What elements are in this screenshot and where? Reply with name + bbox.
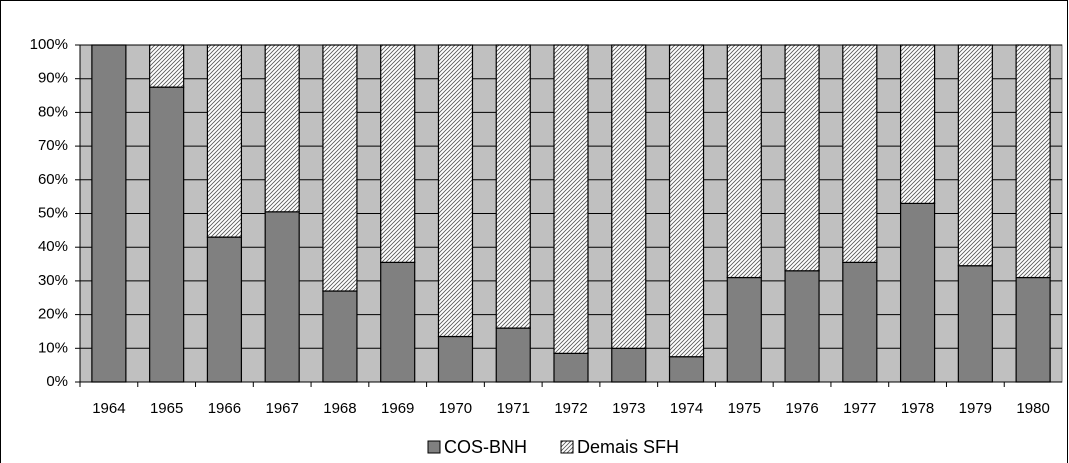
legend-label: COS-BNH bbox=[444, 437, 527, 457]
bar-segment bbox=[611, 347, 647, 383]
x-tick-label: 1969 bbox=[381, 400, 414, 417]
bar-segment bbox=[553, 352, 589, 383]
bar-segment bbox=[91, 44, 127, 383]
bar-segment bbox=[668, 44, 705, 358]
bar-segment bbox=[899, 202, 936, 383]
x-tick-label: 1965 bbox=[150, 400, 183, 417]
y-tick-label: 30% bbox=[38, 272, 68, 289]
x-tick-label: 1978 bbox=[901, 400, 934, 417]
x-tick-label: 1971 bbox=[497, 400, 530, 417]
y-tick-label: 50% bbox=[38, 204, 68, 221]
x-tick-label: 1975 bbox=[728, 400, 761, 417]
x-tick-label: 1977 bbox=[843, 400, 876, 417]
bar-segment bbox=[495, 327, 531, 383]
bar-segment bbox=[322, 290, 358, 383]
x-tick-label: 1979 bbox=[959, 400, 992, 417]
bar-segment bbox=[495, 44, 531, 329]
y-tick-label: 90% bbox=[38, 70, 68, 87]
bar-segment bbox=[322, 44, 358, 292]
y-tick-label: 80% bbox=[38, 103, 68, 120]
x-tick-label: 1964 bbox=[92, 400, 125, 417]
bar-segment bbox=[726, 44, 762, 279]
bar-segment bbox=[553, 44, 589, 354]
bar-segment bbox=[957, 265, 993, 383]
bar-segment bbox=[611, 44, 647, 349]
bar-segment bbox=[842, 261, 878, 383]
bar-segment bbox=[1015, 276, 1051, 383]
x-tick-label: 1972 bbox=[554, 400, 587, 417]
y-tick-label: 60% bbox=[38, 171, 68, 188]
legend-swatch bbox=[427, 440, 441, 454]
x-tick-label: 1973 bbox=[612, 400, 645, 417]
bar-segment bbox=[206, 44, 243, 238]
y-tick-label: 20% bbox=[38, 306, 68, 323]
bar-segment bbox=[957, 44, 993, 267]
y-tick-label: 70% bbox=[38, 137, 68, 154]
bar-segment bbox=[264, 44, 300, 213]
bar-segment bbox=[206, 236, 243, 383]
x-tick-label: 1980 bbox=[1016, 400, 1049, 417]
x-tick-label: 1976 bbox=[785, 400, 818, 417]
legend-label: Demais SFH bbox=[577, 437, 679, 457]
bar-segment bbox=[668, 356, 705, 383]
bar-segment bbox=[726, 276, 762, 383]
bar-segment bbox=[437, 44, 474, 338]
y-tick-label: 10% bbox=[38, 339, 68, 356]
y-tick-label: 100% bbox=[30, 36, 68, 53]
x-tick-label: 1966 bbox=[208, 400, 241, 417]
bar-segment bbox=[149, 44, 185, 88]
x-tick-label: 1974 bbox=[670, 400, 703, 417]
y-tick-label: 0% bbox=[46, 373, 68, 390]
y-tick-label: 40% bbox=[38, 238, 68, 255]
bar-segment bbox=[842, 44, 878, 263]
bar-segment bbox=[784, 44, 820, 272]
x-tick-label: 1967 bbox=[265, 400, 298, 417]
x-tick-label: 1968 bbox=[323, 400, 356, 417]
bar-segment bbox=[899, 44, 936, 204]
x-tick-label: 1970 bbox=[439, 400, 472, 417]
bar-segment bbox=[1015, 44, 1051, 279]
bar-segment bbox=[784, 270, 820, 383]
bar-segment bbox=[437, 335, 474, 383]
bar-segment bbox=[380, 261, 416, 383]
bar-segment bbox=[380, 44, 416, 263]
legend-swatch bbox=[560, 440, 574, 454]
bar-segment bbox=[264, 211, 300, 383]
bar-segment bbox=[149, 86, 185, 383]
